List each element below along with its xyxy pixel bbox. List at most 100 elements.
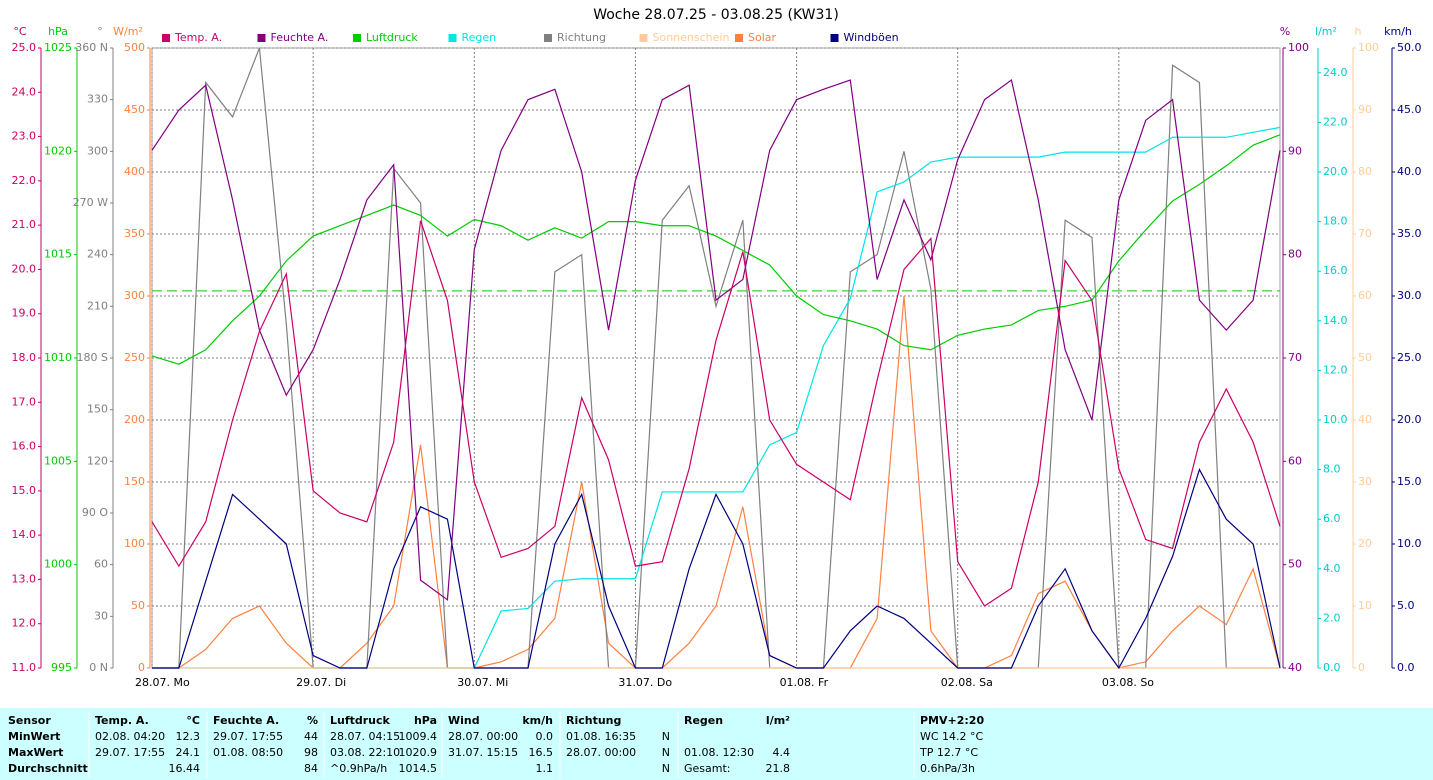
legend-swatch: [257, 34, 266, 42]
y-tick-label: 13.0: [12, 572, 37, 585]
y-tick-label: 10: [1358, 599, 1372, 612]
legend-swatch: [353, 34, 361, 42]
y-tick-label: 150: [124, 475, 145, 488]
y-tick-label: 60: [1358, 289, 1372, 302]
table-cell: 4.4: [773, 746, 791, 759]
table-cell: 16.5: [529, 746, 554, 759]
table-cell: 29.07. 17:55: [213, 730, 283, 743]
table-cell: 21.8: [766, 762, 791, 775]
y-tick-label: 100: [124, 537, 145, 550]
y-tick-label: 8.0: [1323, 463, 1341, 476]
legend-swatch: [448, 34, 457, 42]
y-tick-label: 25.0: [1397, 351, 1422, 364]
y-tick-label: 30: [94, 609, 108, 622]
table-header: Luftdruck: [330, 714, 391, 727]
row-label: Durchschnitt: [8, 762, 88, 775]
x-tick-label: 01.08. Fr: [780, 676, 829, 689]
y-tick-label: 200: [124, 413, 145, 426]
y-tick-label: 40.0: [1397, 165, 1422, 178]
table-cell: 31.07. 15:15: [448, 746, 518, 759]
table-cell: 28.07. 00:00: [448, 730, 518, 743]
y-tick-label: 1005: [44, 454, 72, 467]
y-tick-label: 400: [124, 165, 145, 178]
y-tick-label: 20: [1358, 537, 1372, 550]
legend-label: Richtung: [557, 31, 606, 44]
table-background: [0, 708, 1433, 780]
y-tick-label: 90: [1358, 103, 1372, 116]
y-tick-label: 20.0: [1397, 413, 1422, 426]
x-tick-label: 29.07. Di: [296, 676, 346, 689]
y-tick-label: 100: [1358, 41, 1379, 54]
y-tick-label: 0.0: [1323, 661, 1341, 674]
y-tick-label: 180 S: [77, 351, 108, 364]
legend-swatch: [639, 34, 648, 42]
y-tick-label: 40: [1288, 661, 1302, 674]
y-tick-label: 995: [51, 661, 72, 674]
table-header: Richtung: [566, 714, 621, 727]
y-tick-label: 270 W: [73, 196, 108, 209]
y-tick-label: 18.0: [12, 351, 37, 364]
table-cell: 1020.9: [399, 746, 438, 759]
x-tick-label: 03.08. So: [1102, 676, 1154, 689]
axis-unit: W/m²: [113, 25, 143, 38]
table-unit: km/h: [522, 714, 553, 727]
y-tick-label: 330: [87, 93, 108, 106]
y-tick-label: 20.0: [12, 262, 37, 275]
table-cell: 0.6hPa/3h: [920, 762, 975, 775]
y-tick-label: 300: [87, 144, 108, 157]
row-label: MinWert: [8, 730, 60, 743]
table-header: Temp. A.: [95, 714, 149, 727]
y-tick-label: 35.0: [1397, 227, 1422, 240]
table-header: Feuchte A.: [213, 714, 279, 727]
table-unit: °C: [186, 714, 200, 727]
table-cell: 01.08. 16:35: [566, 730, 636, 743]
y-tick-label: 1015: [44, 248, 72, 261]
table-cell: 28.07. 04:15: [330, 730, 400, 743]
x-tick-label: 02.08. Sa: [941, 676, 993, 689]
y-tick-label: 60: [1288, 454, 1302, 467]
table-cell: 84: [304, 762, 318, 775]
y-tick-label: 18.0: [1323, 215, 1348, 228]
y-tick-label: 360 N: [75, 41, 108, 54]
table-cell: ^0.9hPa/h: [330, 762, 387, 775]
x-tick-label: 28.07. Mo: [135, 676, 190, 689]
y-tick-label: 70: [1358, 227, 1372, 240]
legend-swatch: [544, 34, 552, 42]
table-cell: 12.3: [176, 730, 201, 743]
table-cell: 02.08. 04:20: [95, 730, 165, 743]
legend-label: Regen: [462, 31, 497, 44]
table-cell: TP 12.7 °C: [919, 746, 978, 759]
y-tick-label: 11.0: [12, 661, 37, 674]
y-tick-label: 250: [124, 351, 145, 364]
table-header: PMV+2:20: [920, 714, 984, 727]
axis-unit: °: [97, 25, 103, 38]
y-tick-label: 50: [1358, 351, 1372, 364]
y-tick-label: 70: [1288, 351, 1302, 364]
y-tick-label: 22.0: [1323, 115, 1348, 128]
y-tick-label: 2.0: [1323, 611, 1341, 624]
y-tick-label: 5.0: [1397, 599, 1415, 612]
axis-unit: km/h: [1384, 25, 1412, 38]
y-tick-label: 300: [124, 289, 145, 302]
y-tick-label: 16.0: [1323, 264, 1348, 277]
legend-label: Feuchte A.: [271, 31, 329, 44]
y-tick-label: 80: [1358, 165, 1372, 178]
y-tick-label: 40: [1358, 413, 1372, 426]
table-unit: l/m²: [766, 714, 790, 727]
y-tick-label: 0: [1358, 661, 1365, 674]
table-header: Sensor: [8, 714, 51, 727]
y-tick-label: 10.0: [1323, 413, 1348, 426]
row-label: MaxWert: [8, 746, 63, 759]
y-tick-label: 15.0: [1397, 475, 1422, 488]
table-cell: N: [662, 762, 670, 775]
y-tick-label: 100: [1288, 41, 1309, 54]
y-tick-label: 50.0: [1397, 41, 1422, 54]
y-tick-label: 16.0: [12, 440, 37, 453]
table-cell: 01.08. 12:30: [684, 746, 754, 759]
table-cell: N: [662, 730, 670, 743]
table-unit: %: [307, 714, 318, 727]
y-tick-label: 22.0: [12, 174, 37, 187]
y-tick-label: 60: [94, 558, 108, 571]
